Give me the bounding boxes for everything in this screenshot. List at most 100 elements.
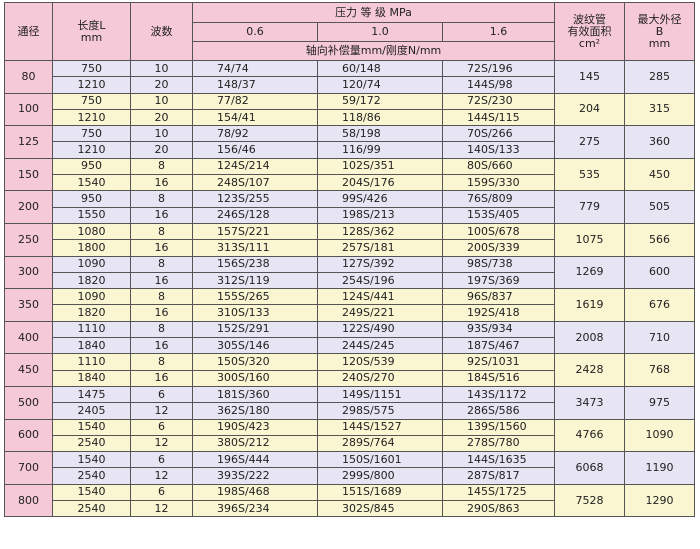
waves-cell: 8: [130, 288, 193, 306]
table-row: 100 750 10 77/82 59/172 72S/230 204 315: [4, 92, 696, 127]
compensation-cell: 244S/245: [317, 337, 443, 355]
waves-cell: 10: [130, 92, 193, 110]
table-row: 125 750 10 78/92 58/198 70S/266 275 360: [4, 125, 696, 159]
waves-cell: 16: [130, 174, 193, 192]
header-length-label: 长度L: [77, 18, 106, 32]
length-cell: 1210: [52, 76, 131, 94]
length-cell: 1540: [52, 418, 131, 436]
length-cell: 950: [52, 190, 131, 208]
table-row: 400 1110 8 152S/291 122S/490 93S/934 2008 710: [4, 320, 696, 355]
dn-cell: 700: [4, 451, 53, 485]
header-length-unit: mm: [80, 30, 103, 44]
compensation-cell: 187S/467: [441, 337, 556, 355]
dn-cell: 150: [4, 157, 53, 192]
diameter-cell: 1190: [624, 451, 696, 485]
compensation-cell: 196S/444: [192, 451, 318, 469]
area-cell: 3473: [554, 385, 626, 420]
compensation-cell: 72S/196: [441, 59, 556, 78]
length-cell: 1800: [52, 239, 131, 257]
diameter-cell: 505: [624, 190, 696, 224]
compensation-cell: 240S/270: [317, 369, 443, 387]
compensation-cell: 200S/339: [441, 239, 556, 257]
table-body: 80 750 10 74/74 60/148 72S/196 145 285 1210 20 148…: [4, 59, 696, 518]
compensation-cell: 144S/1527: [317, 418, 443, 436]
compensation-cell: 145S/1725: [441, 483, 556, 502]
length-cell: 750: [52, 59, 131, 78]
compensation-cell: 290S/863: [441, 500, 556, 518]
compensation-cell: 127S/392: [317, 255, 443, 273]
compensation-cell: 59/172: [317, 92, 443, 110]
table-row: 500 1475 6 181S/360 149S/1151 143S/1172 3473 97…: [4, 385, 696, 420]
dn-cell: 80: [4, 60, 53, 94]
waves-cell: 12: [130, 500, 193, 518]
table-row: 1820 16 312S/119 254S/196 197S/369: [5, 271, 695, 290]
compensation-cell: 184S/516: [441, 369, 556, 387]
waves-cell: 16: [130, 369, 193, 387]
length-cell: 1820: [52, 271, 131, 290]
diameter-cell: 710: [624, 320, 696, 355]
area-cell: 1619: [554, 288, 626, 322]
compensation-cell: 150S/320: [192, 353, 318, 371]
compensation-cell: 152S/291: [192, 320, 318, 339]
dn-cell: 125: [4, 125, 53, 159]
compensation-cell: 120S/539: [317, 353, 443, 371]
table-row: 350 1090 8 155S/265 124S/441 96S/837 1619 676: [4, 288, 696, 322]
dn-cell: 800: [4, 483, 53, 518]
compensation-cell: 76S/809: [441, 190, 556, 208]
area-cell: 275: [554, 125, 626, 159]
table-row: 150 950 8 124S/214 102S/351 80S/660 535 450: [4, 157, 696, 192]
area-cell: 2008: [554, 320, 626, 355]
compensation-cell: 299S/800: [317, 467, 443, 485]
diameter-cell: 315: [624, 92, 696, 127]
header-diameter-line2: B: [655, 24, 664, 38]
length-cell: 2540: [52, 434, 131, 453]
waves-cell: 6: [130, 451, 193, 469]
compensation-cell: 74/74: [192, 59, 318, 78]
length-cell: 1090: [52, 288, 131, 306]
compensation-cell: 123S/255: [192, 190, 318, 208]
compensation-cell: 78/92: [192, 125, 318, 143]
compensation-cell: 154/41: [192, 108, 318, 127]
area-cell: 204: [554, 92, 626, 127]
length-cell: 1550: [52, 206, 131, 224]
compensation-cell: 72S/230: [441, 92, 556, 110]
length-cell: 2540: [52, 500, 131, 518]
compensation-cell: 248S/107: [192, 174, 318, 192]
diameter-cell: 600: [624, 255, 696, 290]
length-cell: 750: [52, 92, 131, 110]
header-length: 长度L mm: [52, 2, 131, 61]
length-cell: 1080: [52, 222, 131, 241]
waves-cell: 6: [130, 385, 193, 404]
compensation-cell: 305S/146: [192, 337, 318, 355]
waves-cell: 10: [130, 59, 193, 78]
compensation-cell: 393S/222: [192, 467, 318, 485]
compensation-cell: 198S/213: [317, 206, 443, 224]
length-cell: 1090: [52, 255, 131, 273]
dn-cell: 100: [4, 92, 53, 127]
waves-cell: 8: [130, 157, 193, 176]
length-cell: 1540: [52, 483, 131, 502]
compensation-cell: 302S/845: [317, 500, 443, 518]
compensation-cell: 124S/441: [317, 288, 443, 306]
length-cell: 1210: [52, 108, 131, 127]
waves-cell: 8: [130, 190, 193, 208]
waves-cell: 8: [130, 353, 193, 371]
table-row: 250 1080 8 157S/221 128S/362 100S/678 1075 566: [4, 222, 696, 257]
length-cell: 1475: [52, 385, 131, 404]
compensation-cell: 249S/221: [317, 304, 443, 322]
compensation-cell: 143S/1172: [441, 385, 556, 404]
diameter-cell: 676: [624, 288, 696, 322]
compensation-cell: 287S/817: [441, 467, 556, 485]
table-row: 1210 20 156/46 116/99 140S/133: [5, 141, 695, 159]
diameter-cell: 975: [624, 385, 696, 420]
waves-cell: 16: [130, 304, 193, 322]
table-row: 600 1540 6 190S/423 144S/1527 139S/1560 4766 10…: [4, 418, 696, 453]
dn-cell: 250: [4, 222, 53, 257]
compensation-cell: 159S/330: [441, 174, 556, 192]
table-row: 1820 16 310S/133 249S/221 192S/418: [5, 304, 695, 322]
compensation-cell: 116/99: [317, 141, 443, 159]
table-row: 1840 16 305S/146 244S/245 187S/467: [5, 337, 695, 355]
diameter-cell: 1090: [624, 418, 696, 453]
